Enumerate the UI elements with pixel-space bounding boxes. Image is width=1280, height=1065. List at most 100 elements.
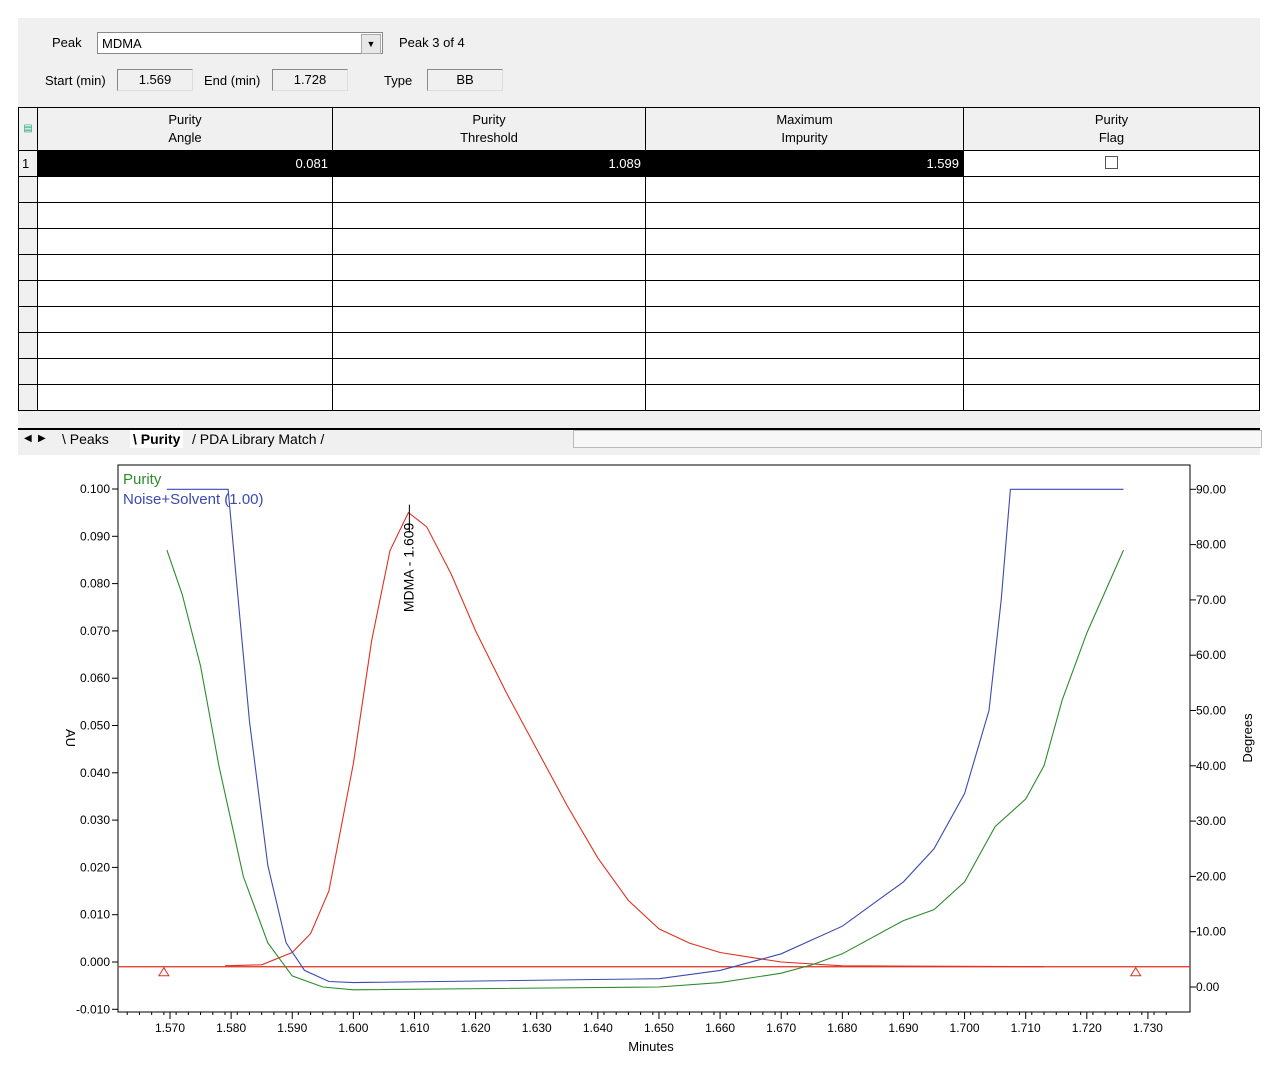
start-field[interactable]: 1.569 (117, 69, 193, 91)
table-cell (18, 176, 38, 203)
table-cell (18, 228, 38, 255)
x-tick-label: 1.680 (827, 1021, 857, 1035)
table-cell (37, 358, 333, 385)
table-cell (332, 332, 646, 359)
table-row-empty[interactable] (18, 176, 1260, 203)
y-tick-label: 0.080 (80, 577, 110, 591)
table-cell (18, 384, 38, 411)
table-cell (963, 280, 1260, 307)
peak-annotation: MDMA - 1.609 (400, 522, 416, 612)
y2-tick-label: 20.00 (1196, 869, 1226, 883)
y-tick-label: 0.030 (80, 813, 110, 827)
x-tick-label: 1.730 (1133, 1021, 1163, 1035)
y-tick-label: 0.000 (80, 955, 110, 969)
y-tick-label: 0.050 (80, 719, 110, 733)
table-cell (645, 228, 964, 255)
tab-pda-library-match[interactable]: / PDA Library Match / (192, 431, 325, 447)
col-purity-threshold[interactable]: Purity Threshold (332, 107, 646, 151)
peak-select[interactable]: MDMA ▼ (97, 32, 383, 54)
purity-line (166, 549, 1125, 991)
purity-angle-cell: 0.081 (37, 150, 333, 177)
peak-label: Peak (52, 35, 82, 50)
y-tick-label: 0.090 (80, 529, 110, 543)
y2-tick-label: 30.00 (1196, 814, 1226, 828)
horizontal-scrollbar[interactable] (573, 430, 1262, 448)
end-field[interactable]: 1.728 (272, 69, 348, 91)
table-cell (18, 358, 38, 385)
table-cell (332, 384, 646, 411)
tab-peaks[interactable]: \ Peaks (62, 431, 109, 447)
table-cell (37, 176, 333, 203)
y2-axis-label: Degrees (1240, 713, 1255, 763)
x-tick-label: 1.590 (277, 1021, 307, 1035)
y2-tick-label: 0.00 (1196, 980, 1220, 994)
y2-tick-label: 70.00 (1196, 593, 1226, 607)
y2-tick-label: 90.00 (1196, 482, 1226, 496)
table-row-empty[interactable] (18, 358, 1260, 385)
y2-tick-label: 60.00 (1196, 648, 1226, 662)
x-tick-label: 1.630 (522, 1021, 552, 1035)
table-row-empty[interactable] (18, 228, 1260, 255)
table-cell (332, 176, 646, 203)
table-cell (18, 254, 38, 281)
y-tick-label: 0.020 (80, 860, 110, 874)
tab-scroll-left-icon[interactable]: ◀ (24, 433, 32, 444)
y-tick-label: 0.070 (80, 624, 110, 638)
tab-purity[interactable]: \ Purity (130, 430, 184, 448)
x-tick-label: 1.710 (1011, 1021, 1041, 1035)
x-tick-label: 1.670 (766, 1021, 796, 1035)
table-cell (963, 228, 1260, 255)
peak-select-value: MDMA (102, 36, 142, 51)
purity-flag-checkbox[interactable] (1105, 155, 1118, 169)
noise-solvent-line (166, 488, 1124, 984)
table-cell (332, 254, 646, 281)
start-label: Start (min) (45, 73, 106, 88)
table-row-empty[interactable] (18, 202, 1260, 229)
table-row-empty[interactable] (18, 306, 1260, 333)
table-row-empty[interactable] (18, 280, 1260, 307)
x-tick-label: 1.700 (950, 1021, 980, 1035)
table-cell (963, 358, 1260, 385)
table-cell (332, 358, 646, 385)
table-cell (332, 280, 646, 307)
y2-tick-label: 50.00 (1196, 704, 1226, 718)
table-row-empty[interactable] (18, 332, 1260, 359)
maximum-impurity-cell: 1.599 (645, 150, 964, 177)
y-tick-label: 0.100 (80, 482, 110, 496)
table-cell (645, 176, 964, 203)
row-index: 1 (18, 150, 38, 177)
table-row-empty[interactable] (18, 254, 1260, 281)
table-cell (18, 306, 38, 333)
table-cell (37, 254, 333, 281)
col-maximum-impurity[interactable]: Maximum Impurity (645, 107, 964, 151)
table-row-empty[interactable] (18, 384, 1260, 411)
y-tick-label: 0.060 (80, 671, 110, 685)
table-cell (963, 202, 1260, 229)
type-field[interactable]: BB (427, 69, 503, 91)
tab-scroll-right-icon[interactable]: ▶ (38, 433, 46, 444)
x-tick-label: 1.610 (399, 1021, 429, 1035)
select-all-icon[interactable]: ▤ (18, 107, 38, 151)
baseline-marker-icon (157, 966, 170, 977)
table-cell (37, 202, 333, 229)
plot-area (117, 464, 1191, 1013)
legend-noise-solvent: Noise+Solvent (1.00) (123, 491, 264, 508)
table-cell (332, 228, 646, 255)
y-tick-label: -0.010 (76, 1002, 110, 1016)
table-row[interactable]: 1 0.081 1.089 1.599 (18, 150, 1260, 177)
chevron-down-icon[interactable]: ▼ (361, 34, 381, 54)
col-purity-flag[interactable]: Purity Flag (963, 107, 1260, 151)
table-cell (645, 202, 964, 229)
x-tick-label: 1.620 (461, 1021, 491, 1035)
col-purity-angle[interactable]: Purity Angle (37, 107, 333, 151)
y2-tick-label: 40.00 (1196, 759, 1226, 773)
table-cell (332, 306, 646, 333)
x-tick-label: 1.570 (155, 1021, 185, 1035)
table-cell (963, 176, 1260, 203)
table-cell (645, 358, 964, 385)
table-cell (645, 254, 964, 281)
table-cell (645, 332, 964, 359)
table-cell (37, 280, 333, 307)
table-cell (37, 306, 333, 333)
y2-tick-label: 10.00 (1196, 925, 1226, 939)
